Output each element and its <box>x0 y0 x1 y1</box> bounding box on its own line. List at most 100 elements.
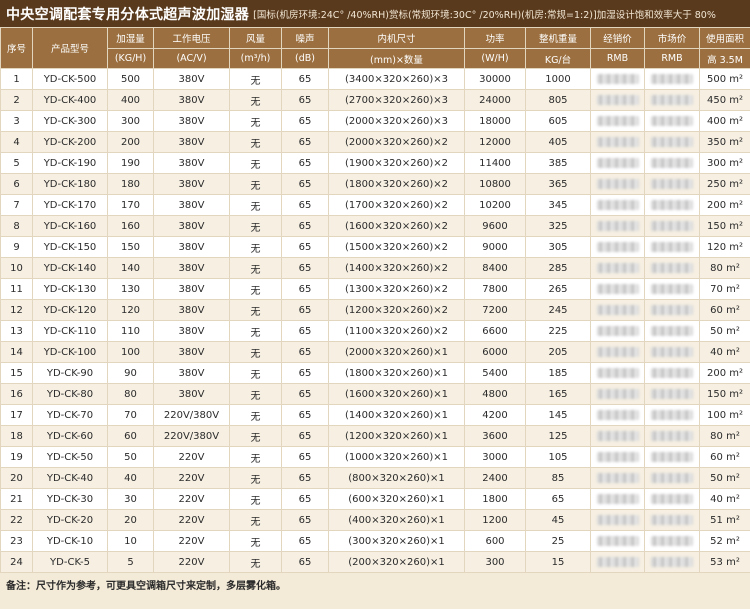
weight-cell: 605 <box>525 110 591 132</box>
table-row: 6 YD-CK-180 180 380V 无 65 (1800×320×260)×2 1080… <box>0 173 750 195</box>
dealer-price-cell <box>590 194 645 216</box>
row-number: 12 <box>0 299 33 321</box>
airflow-cell: 无 <box>229 341 282 363</box>
header-airflow: 风量 <box>229 27 282 49</box>
weight-cell: 405 <box>525 131 591 153</box>
model-cell: YD-CK-90 <box>32 362 108 384</box>
row-number: 3 <box>0 110 33 132</box>
row-number: 15 <box>0 362 33 384</box>
airflow-cell: 无 <box>229 404 282 426</box>
blurred-price <box>651 304 693 315</box>
market-price-cell <box>644 131 700 153</box>
voltage-cell: 380V <box>153 215 230 237</box>
weight-cell: 345 <box>525 194 591 216</box>
model-cell: YD-CK-120 <box>32 299 108 321</box>
voltage-cell: 380V <box>153 68 230 90</box>
model-cell: YD-CK-60 <box>32 425 108 447</box>
table-row: 14 YD-CK-100 100 380V 无 65 (2000×320×260)×1 600… <box>0 341 750 363</box>
dealer-price-cell <box>590 425 645 447</box>
size-cell: (1800×320×260)×1 <box>328 362 465 384</box>
dealer-price-cell <box>590 236 645 258</box>
market-price-cell <box>644 551 700 573</box>
blurred-price <box>596 115 639 126</box>
noise-cell: 65 <box>281 257 329 279</box>
area-cell: 150 m² <box>699 383 750 405</box>
table-row: 21 YD-CK-30 30 220V 无 65 (600×320×260)×1 1800 65… <box>0 488 750 510</box>
capacity-cell: 160 <box>107 215 154 237</box>
blurred-price <box>651 115 693 126</box>
table-row: 19 YD-CK-50 50 220V 无 65 (1000×320×260)×1 3000 1… <box>0 446 750 468</box>
weight-cell: 25 <box>525 530 591 552</box>
noise-cell: 65 <box>281 425 329 447</box>
power-cell: 7800 <box>464 278 526 300</box>
noise-cell: 65 <box>281 68 329 90</box>
blurred-price <box>651 451 693 462</box>
capacity-cell: 30 <box>107 488 154 510</box>
area-cell: 51 m² <box>699 509 750 531</box>
market-price-cell <box>644 425 700 447</box>
market-price-cell <box>644 341 700 363</box>
header-capacity: 加湿量 <box>107 27 154 49</box>
blurred-price <box>596 199 639 210</box>
blurred-price <box>651 556 693 567</box>
row-number: 16 <box>0 383 33 405</box>
weight-cell: 65 <box>525 488 591 510</box>
blurred-price <box>596 136 639 147</box>
table-row: 13 YD-CK-110 110 380V 无 65 (1100×320×260)×2 660… <box>0 320 750 342</box>
market-price-cell <box>644 446 700 468</box>
page-subtitle: [国标(机房环境:24C° /40%RH)赏标(常规环境:30C° /20%RH… <box>253 9 716 21</box>
model-cell: YD-CK-160 <box>32 215 108 237</box>
size-cell: (1800×320×260)×2 <box>328 173 465 195</box>
market-price-cell <box>644 383 700 405</box>
noise-cell: 65 <box>281 236 329 258</box>
power-cell: 5400 <box>464 362 526 384</box>
airflow-cell: 无 <box>229 467 282 489</box>
size-cell: (1200×320×260)×2 <box>328 299 465 321</box>
dealer-price-cell <box>590 530 645 552</box>
header-airflow-unit: (m³/h) <box>229 48 282 69</box>
header-noise-unit: (dB) <box>281 48 329 69</box>
row-number: 20 <box>0 467 33 489</box>
blurred-price <box>596 220 639 231</box>
airflow-cell: 无 <box>229 362 282 384</box>
area-cell: 120 m² <box>699 236 750 258</box>
power-cell: 1800 <box>464 488 526 510</box>
header-power: 功率 <box>464 27 526 49</box>
size-cell: (800×320×260)×1 <box>328 467 465 489</box>
header-area-unit: 高 3.5M <box>699 48 750 69</box>
market-price-cell <box>644 194 700 216</box>
noise-cell: 65 <box>281 362 329 384</box>
airflow-cell: 无 <box>229 299 282 321</box>
dealer-price-cell <box>590 551 645 573</box>
market-price-cell <box>644 152 700 174</box>
power-cell: 10200 <box>464 194 526 216</box>
market-price-cell <box>644 509 700 531</box>
dealer-price-cell <box>590 488 645 510</box>
table-row: 20 YD-CK-40 40 220V 无 65 (800×320×260)×1 2400 85… <box>0 467 750 489</box>
airflow-cell: 无 <box>229 320 282 342</box>
size-cell: (200×320×260)×1 <box>328 551 465 573</box>
row-number: 11 <box>0 278 33 300</box>
area-cell: 80 m² <box>699 257 750 279</box>
row-number: 10 <box>0 257 33 279</box>
table-row: 18 YD-CK-60 60 220V/380V 无 65 (1200×320×260)×1… <box>0 425 750 447</box>
voltage-cell: 380V <box>153 110 230 132</box>
weight-cell: 125 <box>525 425 591 447</box>
dealer-price-cell <box>590 215 645 237</box>
model-cell: YD-CK-300 <box>32 110 108 132</box>
area-cell: 500 m² <box>699 68 750 90</box>
blurred-price <box>596 388 639 399</box>
row-number: 1 <box>0 68 33 90</box>
table-row: 10 YD-CK-140 140 380V 无 65 (1400×320×260)×2 840… <box>0 257 750 279</box>
market-price-cell <box>644 68 700 90</box>
blurred-price <box>596 304 639 315</box>
market-price-cell <box>644 257 700 279</box>
spec-table: 序号 产品型号 加湿量 工作电压 风量 噪声 内机尺寸 功率 整机重量 经销价 … <box>0 27 750 573</box>
header-noise: 噪声 <box>281 27 329 49</box>
area-cell: 250 m² <box>699 173 750 195</box>
header-no: 序号 <box>0 27 33 69</box>
airflow-cell: 无 <box>229 278 282 300</box>
noise-cell: 65 <box>281 320 329 342</box>
capacity-cell: 180 <box>107 173 154 195</box>
voltage-cell: 220V <box>153 446 230 468</box>
